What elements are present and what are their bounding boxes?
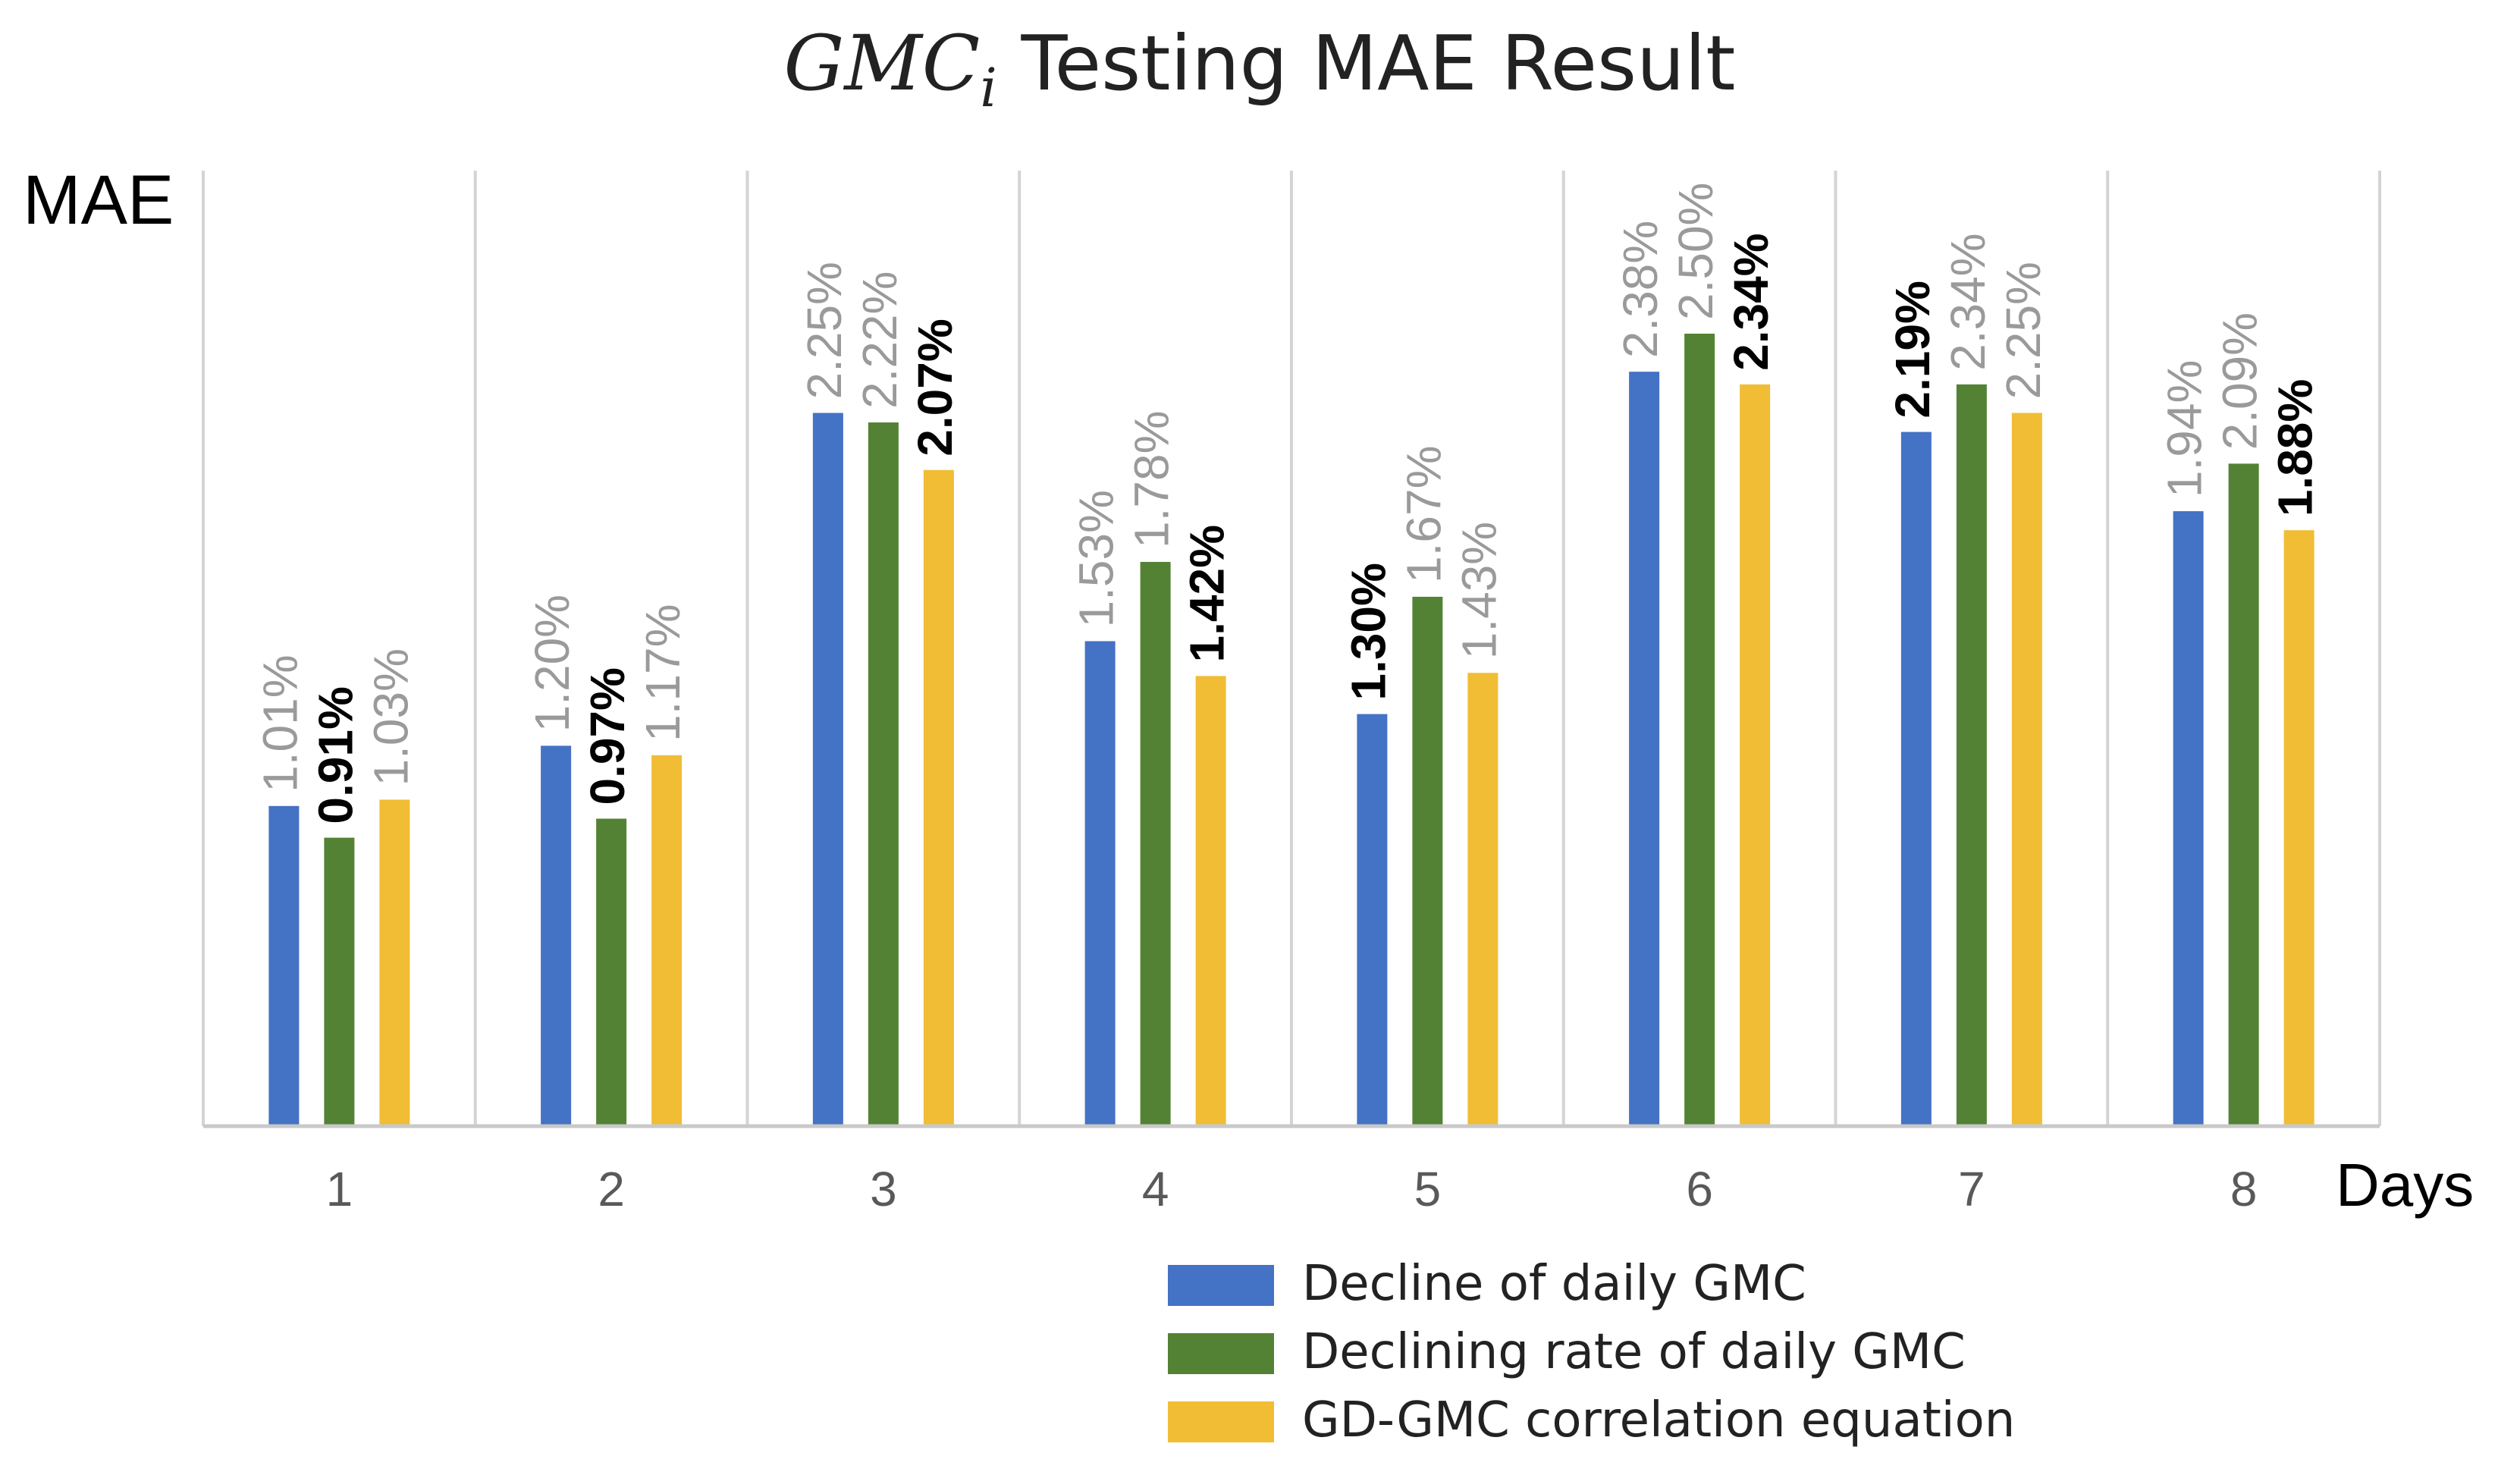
title-text: GMCi Testing MAE Result: [784, 19, 1736, 119]
legend: Decline of daily GMC Declining rate of da…: [1168, 1256, 2015, 1448]
data-label: 1.67%: [1396, 445, 1451, 582]
bar-1-day-1: [268, 805, 300, 1126]
bar-3-day-4: [1195, 676, 1226, 1126]
title-subscript: i: [980, 57, 996, 119]
bar-1-day-7: [1900, 432, 1932, 1126]
data-label: 2.09%: [2213, 312, 2267, 450]
x-tick-label: 3: [870, 1162, 897, 1216]
x-tick-labels: 1 2 3 4 5 6 7 8: [326, 1162, 2258, 1216]
bar-1-day-2: [541, 745, 572, 1126]
x-tick-label: 6: [1686, 1162, 1713, 1216]
legend-label: Declining rate of daily GMC: [1302, 1324, 1966, 1380]
data-labels: 1.01% 0.91% 1.03% 1.20%0.97% 1.17%2.25% 2.22%…: [253, 183, 2322, 824]
x-tick-label: 8: [2230, 1162, 2258, 1216]
y-axis-label: MAE: [23, 162, 174, 239]
legend-label: GD-GMC correlation equation: [1302, 1392, 2015, 1448]
data-label: 1.94%: [2158, 360, 2212, 497]
bars: [268, 334, 2314, 1126]
bar-3-day-5: [1467, 673, 1499, 1126]
data-label: 2.34%: [1724, 233, 1778, 370]
bar-2-day-8: [2228, 463, 2259, 1126]
data-label: 1.17%: [635, 604, 690, 741]
data-label: 1.42%: [1180, 525, 1235, 662]
bar-3-day-2: [651, 755, 683, 1126]
bar-2-day-6: [1684, 334, 1715, 1126]
title-suffix: Testing MAE Result: [997, 19, 1736, 108]
bar-2-day-2: [596, 818, 627, 1126]
bar-2-day-4: [1140, 561, 1171, 1126]
x-tick-label: 4: [1142, 1162, 1169, 1216]
bar-3-day-6: [1740, 384, 1771, 1126]
data-label: 1.20%: [525, 595, 579, 732]
data-label: 1.88%: [2268, 379, 2323, 516]
data-label: 2.50%: [1668, 183, 1723, 320]
data-label: 2.38%: [1613, 221, 1668, 358]
data-label: 1.43%: [1451, 522, 1506, 659]
data-label: 2.34%: [1941, 233, 1995, 370]
data-label: 1.03%: [363, 648, 418, 786]
bar-2-day-7: [1956, 384, 1987, 1126]
bar-3-day-8: [2283, 530, 2314, 1126]
bar-2-day-3: [868, 422, 899, 1126]
x-tick-label: 1: [326, 1162, 353, 1216]
data-label: 1.01%: [253, 654, 307, 792]
data-label: 2.07%: [908, 319, 962, 456]
bar-1-day-5: [1357, 714, 1388, 1126]
bar-1-day-4: [1084, 641, 1116, 1126]
x-tick-label: 5: [1414, 1162, 1442, 1216]
x-axis-label: Days: [2336, 1151, 2474, 1219]
legend-swatch: [1168, 1265, 1274, 1306]
bar-2-day-5: [1412, 596, 1443, 1126]
data-label: 2.19%: [1885, 281, 1940, 418]
bar-3-day-3: [923, 469, 954, 1126]
bar-1-day-8: [2173, 511, 2204, 1126]
x-tick-label: 2: [598, 1162, 625, 1216]
bar-1-day-6: [1629, 372, 1660, 1126]
data-label: 0.97%: [580, 667, 635, 805]
data-label: 2.25%: [1996, 262, 2051, 399]
legend-swatch: [1168, 1333, 1274, 1374]
chart-title: GMCi Testing MAE Result: [784, 19, 1736, 119]
legend-label: Decline of daily GMC: [1302, 1256, 1806, 1312]
data-label: 1.53%: [1069, 490, 1124, 627]
x-tick-label: 7: [1958, 1162, 1985, 1216]
data-label: 1.78%: [1125, 410, 1179, 548]
legend-swatch: [1168, 1401, 1274, 1442]
data-label: 2.25%: [797, 262, 852, 399]
bar-1-day-3: [812, 413, 843, 1126]
bar-2-day-1: [324, 837, 355, 1126]
category-separators: [202, 171, 2381, 1126]
title-symbol: GMC: [784, 19, 981, 108]
data-label: 0.91%: [308, 686, 362, 824]
bar-3-day-1: [379, 799, 410, 1126]
data-label: 1.30%: [1341, 563, 1395, 700]
data-label: 2.22%: [852, 271, 907, 409]
bar-3-day-7: [2011, 413, 2042, 1126]
